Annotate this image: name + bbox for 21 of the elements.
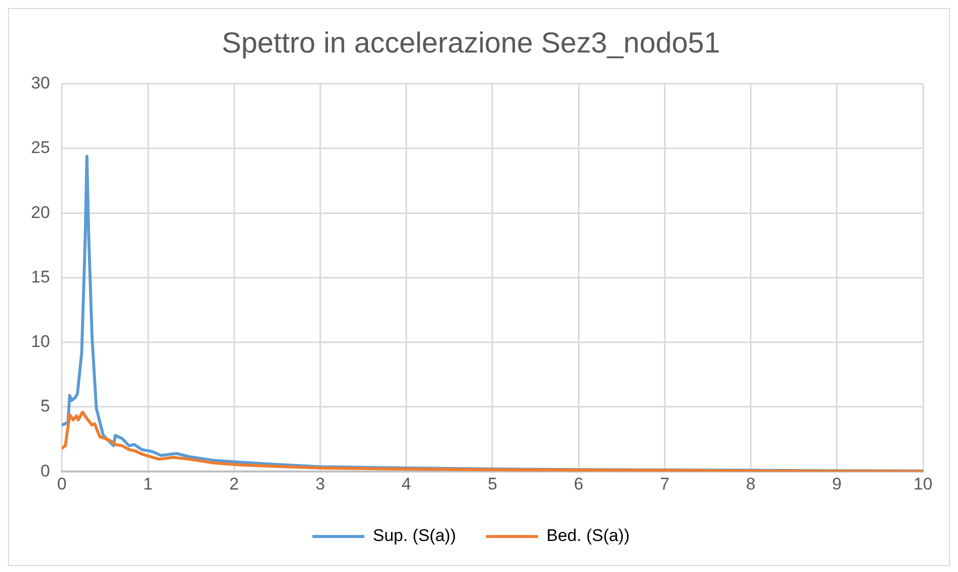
- chart-title: Spettro in accelerazione Sez3_nodo51: [222, 27, 720, 60]
- y-tick-label: 25: [30, 138, 50, 158]
- y-tick-label: 5: [40, 396, 50, 416]
- x-tick-label: 2: [229, 474, 239, 494]
- y-tick-label: 15: [30, 267, 50, 286]
- y-tick-label: 10: [30, 332, 50, 352]
- y-tick-label: 30: [30, 73, 50, 92]
- x-tick-label: 9: [832, 474, 842, 494]
- x-tick-label: 0: [57, 474, 67, 494]
- legend-label: Bed. (S(a)): [546, 526, 630, 546]
- x-tick-label: 4: [402, 474, 412, 494]
- legend-label: Sup. (S(a)): [372, 526, 456, 546]
- x-tick-label: 8: [746, 474, 756, 494]
- x-tick-label: 5: [488, 474, 498, 494]
- x-tick-label: 1: [143, 474, 153, 494]
- x-tick-label: 7: [660, 474, 670, 494]
- x-tick-label: 3: [316, 474, 325, 494]
- x-tick-label: 10: [914, 474, 932, 494]
- x-tick-label: 6: [574, 474, 584, 494]
- y-tick-label: 20: [30, 202, 50, 222]
- y-tick-label: 0: [40, 461, 50, 480]
